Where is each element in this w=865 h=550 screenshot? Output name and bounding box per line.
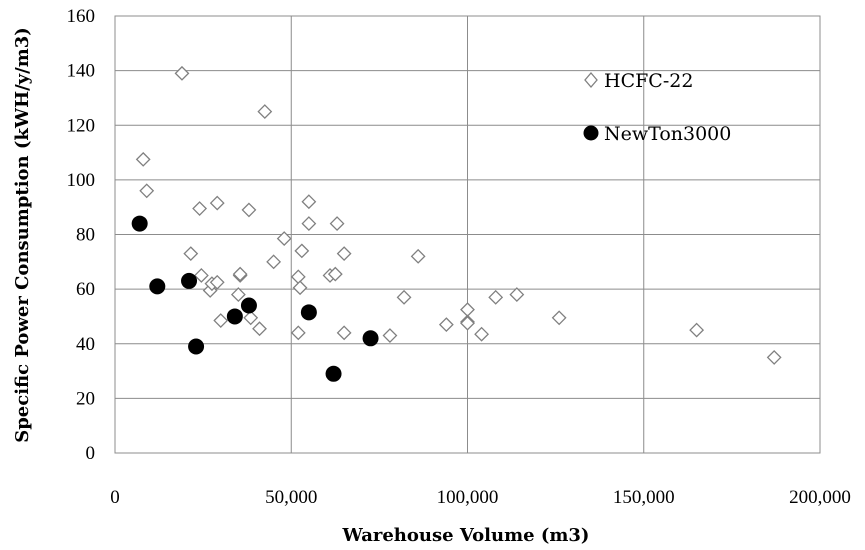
- data-point-hcfc-22: [327, 266, 343, 282]
- data-point-hcfc-22: [209, 195, 225, 211]
- data-point-hcfc-22: [329, 216, 345, 231]
- x-tick-label: 100,000: [437, 487, 499, 508]
- y-tick-label: 140: [67, 61, 96, 82]
- data-point-newton3000: [300, 304, 317, 321]
- data-point-hcfc-22: [266, 254, 282, 270]
- data-point-hcfc-22: [257, 104, 273, 120]
- data-point-hcfc-22: [460, 315, 475, 331]
- y-tick-label: 60: [76, 279, 95, 300]
- x-tick-label: 150,000: [613, 487, 675, 508]
- data-point-hcfc-22: [336, 246, 352, 262]
- data-point-hcfc-22: [509, 287, 525, 303]
- legend-marker-newton3000: [583, 125, 599, 141]
- data-point-hcfc-22: [135, 151, 151, 167]
- data-point-hcfc-22: [292, 280, 308, 296]
- data-point-hcfc-22: [139, 183, 155, 199]
- data-point-newton3000: [149, 278, 166, 295]
- y-tick-label: 20: [76, 388, 95, 409]
- data-point-hcfc-22: [438, 317, 454, 333]
- x-axis-title: Warehouse Volume (m3): [342, 525, 590, 546]
- data-point-hcfc-22: [230, 287, 246, 303]
- data-point-newton3000: [325, 365, 342, 382]
- data-point-newton3000: [226, 308, 243, 325]
- y-tick-label: 80: [76, 225, 95, 246]
- y-axis-title: Specific Power Consumption (kWH/y/m3): [12, 27, 33, 443]
- legend-item-hcfc-22: HCFC-22: [584, 70, 693, 92]
- x-tick-label: 0: [110, 487, 120, 508]
- data-point-hcfc-22: [276, 231, 292, 247]
- x-tick-label: 200,000: [789, 487, 851, 508]
- legend-label-hcfc-22: HCFC-22: [604, 70, 693, 92]
- data-point-hcfc-22: [460, 302, 475, 318]
- data-point-hcfc-22: [551, 310, 567, 326]
- data-point-hcfc-22: [174, 65, 190, 81]
- data-point-newton3000: [188, 338, 205, 355]
- data-point-hcfc-22: [192, 201, 208, 216]
- data-point-newton3000: [240, 297, 257, 314]
- gridlines: [114, 15, 821, 454]
- data-point-newton3000: [131, 215, 148, 232]
- data-point-hcfc-22: [689, 322, 705, 338]
- data-point-hcfc-22: [766, 349, 782, 365]
- data-point-hcfc-22: [396, 289, 412, 305]
- x-tick-label: 50,000: [265, 487, 317, 508]
- y-tick-label: 120: [67, 115, 96, 136]
- y-tick-label: 0: [86, 443, 96, 464]
- data-point-hcfc-22: [336, 325, 352, 341]
- data-point-hcfc-22: [301, 194, 317, 210]
- data-point-hcfc-22: [252, 321, 267, 337]
- y-tick-label: 160: [67, 6, 96, 27]
- data-point-hcfc-22: [290, 325, 306, 341]
- data-point-hcfc-22: [209, 274, 225, 290]
- y-tick-label: 40: [76, 334, 95, 355]
- data-point-hcfc-22: [474, 326, 490, 342]
- data-point-hcfc-22: [243, 310, 259, 326]
- data-point-newton3000: [181, 272, 198, 289]
- data-point-hcfc-22: [232, 266, 248, 282]
- data-point-hcfc-22: [294, 243, 310, 259]
- legend-label-newton3000: NewTon3000: [604, 123, 731, 145]
- legend-item-newton3000: NewTon3000: [583, 123, 731, 145]
- series-newton3000: [131, 215, 379, 382]
- data-point-hcfc-22: [410, 248, 426, 264]
- tick-labels: 0 20 40 60 80 100 120 140 160 0 50,000 100,000 150,0…: [67, 6, 851, 508]
- data-series: [131, 65, 782, 382]
- data-point-hcfc-22: [301, 216, 317, 231]
- data-point-hcfc-22: [183, 246, 199, 262]
- data-point-hcfc-22: [213, 313, 229, 328]
- legend: HCFC-22 NewTon3000: [583, 70, 731, 145]
- data-point-hcfc-22: [488, 289, 504, 305]
- data-point-hcfc-22: [290, 269, 306, 285]
- legend-marker-hcfc-22: [584, 72, 598, 88]
- data-point-hcfc-22: [193, 268, 209, 283]
- data-point-newton3000: [362, 330, 379, 347]
- series-hcfc-22: [135, 65, 782, 365]
- plot-area: [114, 15, 821, 454]
- data-point-hcfc-22: [241, 202, 257, 218]
- y-tick-label: 100: [67, 170, 96, 191]
- data-point-hcfc-22: [382, 328, 398, 343]
